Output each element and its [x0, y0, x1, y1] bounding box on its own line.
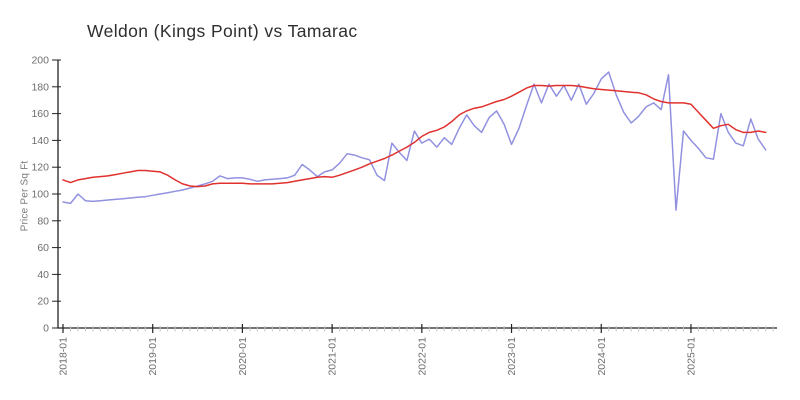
- axes-spines: [57, 60, 777, 329]
- y-tick-label: 60: [37, 242, 49, 254]
- x-tick-label: 2025-01: [685, 337, 697, 376]
- y-tick-label: 140: [31, 135, 49, 147]
- series-line-tamarac: [62, 84, 767, 188]
- series-line-weldon-kings-point: [62, 71, 767, 211]
- x-tick-label: 2024-01: [596, 337, 608, 376]
- x-tick-label: 2023-01: [506, 337, 518, 376]
- y-tick-label: 80: [37, 215, 49, 227]
- y-tick-label: 160: [31, 108, 49, 120]
- y-tick-label: 40: [37, 269, 49, 281]
- x-tick-label: 2022-01: [416, 337, 428, 376]
- y-tick-label: 0: [43, 323, 49, 335]
- x-tick-label: 2019-01: [147, 337, 159, 376]
- y-tick-label: 100: [31, 189, 49, 201]
- y-tick-label: 20: [37, 296, 49, 308]
- x-tick-label: 2021-01: [327, 337, 339, 376]
- y-tick-label: 200: [31, 55, 49, 67]
- chart-title: Weldon (Kings Point) vs Tamarac: [87, 21, 358, 41]
- x-tick-label: 2018-01: [58, 337, 70, 376]
- y-tick-label: 120: [31, 162, 49, 174]
- x-tick-label: 2020-01: [237, 337, 249, 376]
- y-tick-label: 180: [31, 81, 49, 93]
